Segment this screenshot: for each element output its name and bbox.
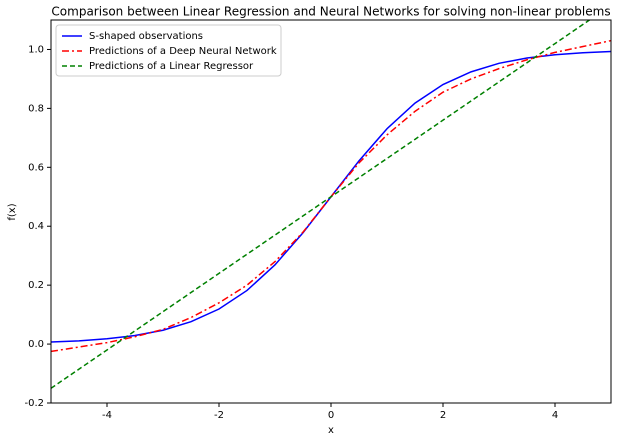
y-tick-label: 0.4: [28, 221, 44, 232]
x-tick-label: 0: [328, 410, 334, 421]
plot-area: [51, 20, 611, 389]
y-tick-label: -0.2: [24, 398, 44, 409]
x-tick-label: -4: [102, 410, 112, 421]
legend-label: Predictions of a Deep Neural Network: [89, 46, 277, 57]
y-tick-label: 0.6: [28, 162, 44, 173]
y-tick-label: 0.0: [28, 339, 44, 350]
chart-title: Comparison between Linear Regression and…: [51, 5, 610, 19]
x-tick-label: -2: [214, 410, 224, 421]
y-axis-label: f(x): [7, 203, 18, 220]
plot-frame: [50, 19, 612, 404]
y-tick-label: 0.2: [28, 280, 44, 291]
x-tick-label: 4: [552, 410, 558, 421]
legend-label: Predictions of a Linear Regressor: [89, 61, 254, 72]
legend-label: S-shaped observations: [89, 31, 203, 42]
y-tick-label: 1.0: [28, 44, 44, 55]
series-line: [51, 20, 591, 389]
legend-box: [55, 24, 282, 77]
x-tick-label: 2: [440, 410, 446, 421]
y-tick-label: 0.8: [28, 103, 44, 114]
x-axis-label: x: [328, 425, 334, 436]
